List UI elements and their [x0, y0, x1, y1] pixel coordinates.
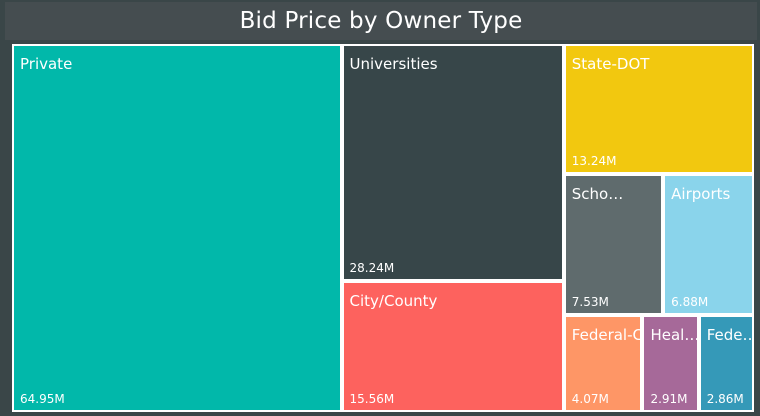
tile-airports[interactable]: Airports 6.88M: [663, 173, 754, 316]
tile-value: 64.95M: [20, 392, 65, 406]
tile-city-county[interactable]: City/County 15.56M: [341, 281, 564, 412]
tile-state-dot[interactable]: State-DOT 13.24M: [563, 44, 754, 174]
tile-private[interactable]: Private 64.95M: [12, 44, 342, 412]
chart-title: Bid Price by Owner Type: [239, 8, 523, 34]
tile-label: Private: [20, 55, 73, 73]
tile-label: City/County: [349, 292, 438, 311]
tile-label: Fede…: [706, 326, 754, 345]
tile-value: 2.86M: [706, 391, 744, 406]
tile-label: Heal…: [650, 326, 699, 345]
tile-label: Scho…: [571, 184, 624, 203]
chart-title-bar: Bid Price by Owner Type: [5, 2, 757, 40]
tile-label: Federal-COE: [571, 326, 643, 345]
tile-schools[interactable]: Scho… 7.53M: [563, 173, 664, 316]
tile-health[interactable]: Heal… 2.91M: [642, 315, 699, 412]
tile-federal[interactable]: Fede… 2.86M: [698, 315, 754, 412]
tile-label: Airports: [671, 184, 731, 203]
tile-value: 15.56M: [349, 391, 395, 406]
tile-universities[interactable]: Universities 28.24M: [341, 44, 564, 282]
tile-federal-coe[interactable]: Federal-COE 4.07M: [563, 315, 643, 412]
tile-label: State-DOT: [571, 55, 650, 73]
treemap: Private 64.95M Universities 28.24M City/…: [12, 44, 754, 412]
tile-value: 28.24M: [349, 261, 395, 276]
tile-value: 4.07M: [571, 391, 609, 406]
tile-value: 6.88M: [671, 295, 709, 310]
tile-value: 2.91M: [650, 391, 688, 406]
tile-value: 13.24M: [571, 153, 617, 168]
tile-label: Universities: [349, 55, 438, 73]
tile-value: 7.53M: [571, 295, 609, 310]
